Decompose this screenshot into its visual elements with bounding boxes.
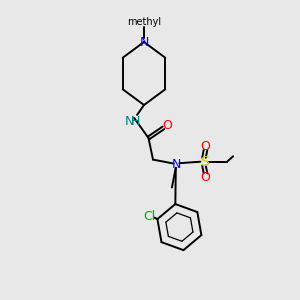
Text: N: N bbox=[124, 115, 134, 128]
Text: Cl: Cl bbox=[143, 210, 155, 223]
Text: O: O bbox=[201, 140, 210, 153]
Text: S: S bbox=[200, 155, 208, 169]
Text: N: N bbox=[172, 158, 181, 171]
Text: O: O bbox=[162, 119, 172, 132]
Text: O: O bbox=[201, 171, 210, 184]
Text: H: H bbox=[131, 115, 141, 128]
Text: methyl: methyl bbox=[127, 16, 161, 27]
Text: N: N bbox=[139, 35, 149, 49]
